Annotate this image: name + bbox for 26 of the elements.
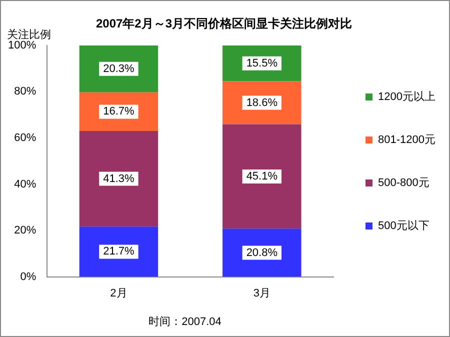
bar [222,124,302,229]
data-label: 18.6% [246,96,278,109]
data-label: 45.1% [246,170,278,183]
y-axis-title: 关注比例 [7,28,51,42]
y-tick-label: 100% [8,39,36,52]
x-tick-label: 3月 [253,287,270,300]
data-label: 41.3% [103,172,135,185]
bar [222,228,302,277]
x-tick-label: 2月 [110,287,128,300]
data-label: 21.7% [103,246,135,258]
y-tick-label: 20% [14,224,36,237]
legend-label: 1200元以上 [378,90,436,104]
y-tick-label: 60% [14,132,36,144]
y-tick-label: 80% [14,86,36,98]
data-label: 15.5% [246,57,278,70]
data-label: 20.8% [246,246,278,259]
data-label: 20.3% [103,62,135,75]
y-tick-label: 0% [20,270,36,283]
data-label: 16.7% [103,106,135,118]
bar [79,131,158,227]
legend-label: 500元以下 [378,219,430,232]
legend-label: 801-1200元 [378,134,436,146]
legend-label: 500-800元 [378,177,430,190]
text: 时间：2007.04 [148,315,222,328]
y-tick-label: 40% [14,178,36,190]
chart-title: 2007年2月～3月不同价格区间显卡关注比例对比 [96,16,352,31]
